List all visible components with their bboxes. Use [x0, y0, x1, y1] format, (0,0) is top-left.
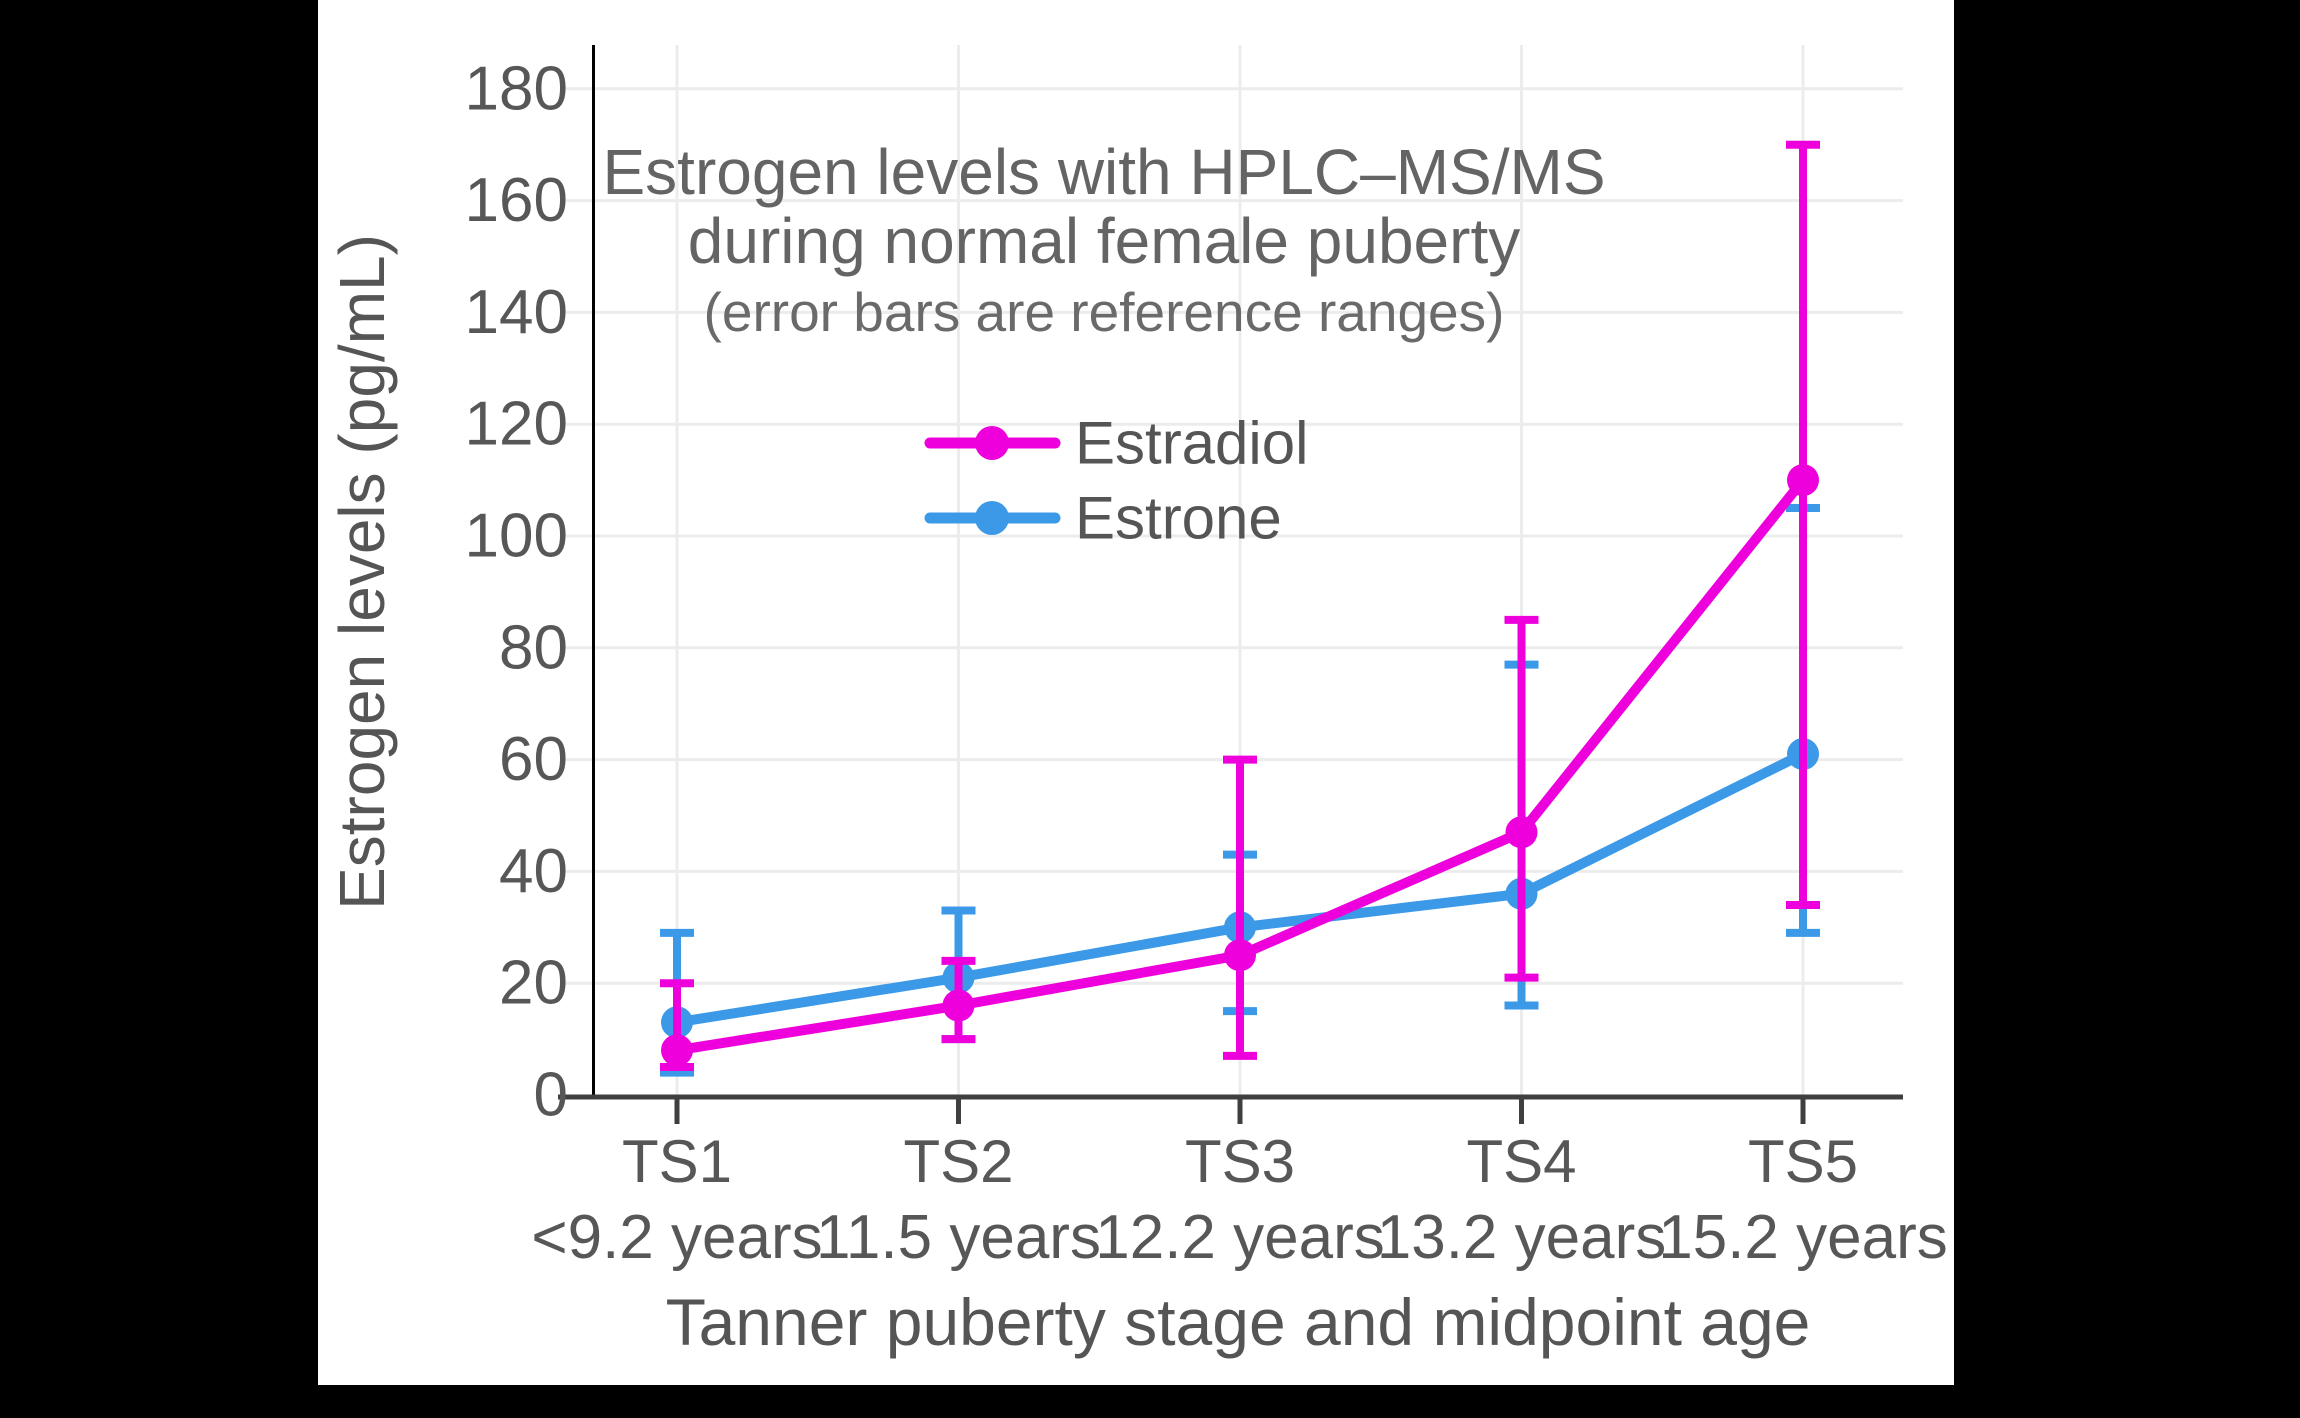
x-tick-label-age: 11.5 years: [816, 1203, 1101, 1272]
legend: Estradiol Estrone: [924, 410, 1308, 552]
series-estradiol: [660, 140, 1820, 1072]
y-tick-label: 140: [465, 278, 568, 347]
data-point-marker: [942, 989, 975, 1022]
x-tick-label-stage: TS1: [622, 1128, 732, 1195]
y-tick-label: 160: [465, 166, 568, 235]
legend-item-estrone: Estrone: [924, 485, 1282, 552]
y-tick-label: 60: [499, 725, 568, 794]
x-tick-label-stage: TS3: [1185, 1128, 1295, 1195]
chart-title-line-1: Estrogen levels with HPLC–MS/MS: [602, 136, 1605, 208]
y-tick-labels: 0 20 40 60 80 100 120 140 160 180: [465, 54, 568, 1129]
legend-marker-dot: [975, 426, 1009, 460]
x-tick-labels: TS1 <9.2 years TS2 11.5 years TS3 12.2 years T…: [531, 1099, 1948, 1272]
chart-subtitle: (error bars are reference ranges): [704, 281, 1505, 343]
x-tick-label-age: 13.2 years: [1377, 1203, 1667, 1272]
y-tick-label: 0: [534, 1061, 568, 1130]
x-tick-label-age: <9.2 years: [531, 1203, 822, 1272]
y-tick-label: 20: [499, 949, 568, 1018]
x-tick-label-stage: TS4: [1466, 1128, 1576, 1195]
data-point-marker: [1224, 939, 1256, 972]
y-tick-label: 120: [465, 390, 568, 459]
chart-title-line-2: during normal female puberty: [688, 205, 1520, 277]
x-tick-label-stage: TS5: [1748, 1128, 1858, 1195]
x-tick-label-stage: TS2: [903, 1128, 1013, 1195]
data-series: [660, 140, 1820, 1077]
y-axis-title: Estrogen levels (pg/mL): [326, 234, 398, 910]
legend-label: Estradiol: [1075, 410, 1308, 477]
y-tick-label: 100: [465, 502, 568, 571]
y-tick-label: 180: [465, 54, 568, 123]
data-point-marker: [1787, 464, 1819, 497]
legend-item-estradiol: Estradiol: [924, 410, 1308, 477]
data-point-marker: [661, 1034, 693, 1067]
y-tick-label: 40: [499, 837, 568, 906]
legend-label: Estrone: [1075, 485, 1282, 552]
legend-marker-dot: [975, 501, 1009, 535]
chart-figure: 0 20 40 60 80 100 120 140 160 180 TS1 <9.2 years TS…: [318, 0, 1954, 1385]
x-tick-label-age: 12.2 years: [1095, 1203, 1385, 1272]
x-axis-title: Tanner puberty stage and midpoint age: [666, 1285, 1811, 1359]
x-tick-label-age: 15.2 years: [1658, 1203, 1948, 1272]
data-point-marker: [1505, 816, 1538, 849]
y-tick-label: 80: [499, 613, 568, 682]
